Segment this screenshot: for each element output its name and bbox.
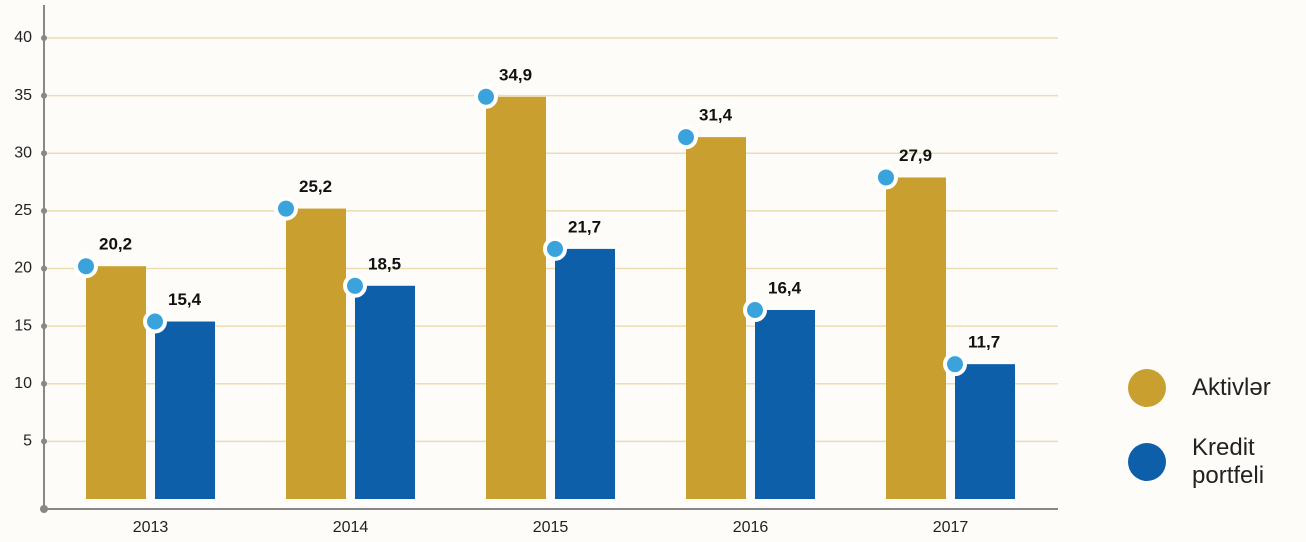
value-label: 11,7 — [968, 333, 1000, 352]
legend-label: Aktivlər — [1192, 374, 1302, 402]
x-tick-label: 2013 — [133, 519, 169, 536]
legend-label: Kredit portfeli — [1192, 434, 1302, 490]
bar — [355, 286, 415, 499]
value-dot — [476, 87, 496, 107]
value-dot — [76, 256, 96, 276]
chart: 5 10 15 20 25 30 35 40 2013 20,2 15,4 2014 25,2 18,5 2… — [0, 0, 1306, 542]
y-tick-mark — [41, 150, 47, 156]
bar — [555, 249, 615, 499]
bar — [155, 322, 215, 499]
page: 5 10 15 20 25 30 35 40 2013 20,2 15,4 2014 25,2 18,5 2… — [0, 0, 1306, 542]
x-tick-label: 2016 — [733, 519, 769, 536]
legend-swatch — [1128, 443, 1166, 481]
y-tick-mark — [41, 35, 47, 41]
y-tick-label: 25 — [14, 202, 32, 219]
bar — [286, 209, 346, 499]
legend-swatch — [1128, 369, 1166, 407]
y-tick-label: 35 — [14, 87, 32, 104]
value-dot — [276, 199, 296, 219]
value-dot — [545, 239, 565, 259]
bar — [755, 310, 815, 499]
x-tick-label: 2017 — [933, 519, 969, 536]
value-label: 31,4 — [699, 106, 733, 125]
value-dot — [745, 300, 765, 320]
value-dot — [676, 127, 696, 147]
bar — [686, 137, 746, 499]
value-label: 20,2 — [99, 235, 132, 254]
value-dot — [345, 276, 365, 296]
y-tick-label: 30 — [14, 144, 32, 161]
x-tick-label: 2014 — [333, 519, 369, 536]
y-tick-label: 40 — [14, 29, 32, 46]
value-label: 27,9 — [899, 146, 932, 165]
value-label: 16,4 — [768, 278, 802, 297]
y-tick-mark — [41, 93, 47, 99]
bar — [886, 177, 946, 499]
bar — [955, 364, 1015, 499]
value-dot — [876, 167, 896, 187]
y-tick-label: 10 — [14, 375, 32, 392]
value-label: 15,4 — [168, 290, 202, 309]
y-tick-label: 15 — [14, 317, 32, 334]
value-label: 18,5 — [368, 254, 401, 273]
x-tick-label: 2015 — [533, 519, 569, 536]
value-label: 34,9 — [499, 65, 532, 84]
y-tick-label: 20 — [14, 260, 32, 277]
y-tick-mark — [41, 208, 47, 214]
bar — [86, 266, 146, 499]
y-tick-mark — [41, 438, 47, 444]
value-dot — [145, 312, 165, 332]
y-tick-mark — [41, 381, 47, 387]
y-tick-mark — [41, 266, 47, 272]
y-tick-label: 5 — [23, 433, 32, 450]
value-label: 21,7 — [568, 217, 601, 236]
value-dot — [945, 354, 965, 374]
bar — [486, 97, 546, 499]
y-tick-mark — [41, 323, 47, 329]
axis-origin — [40, 505, 48, 513]
value-label: 25,2 — [299, 177, 332, 196]
